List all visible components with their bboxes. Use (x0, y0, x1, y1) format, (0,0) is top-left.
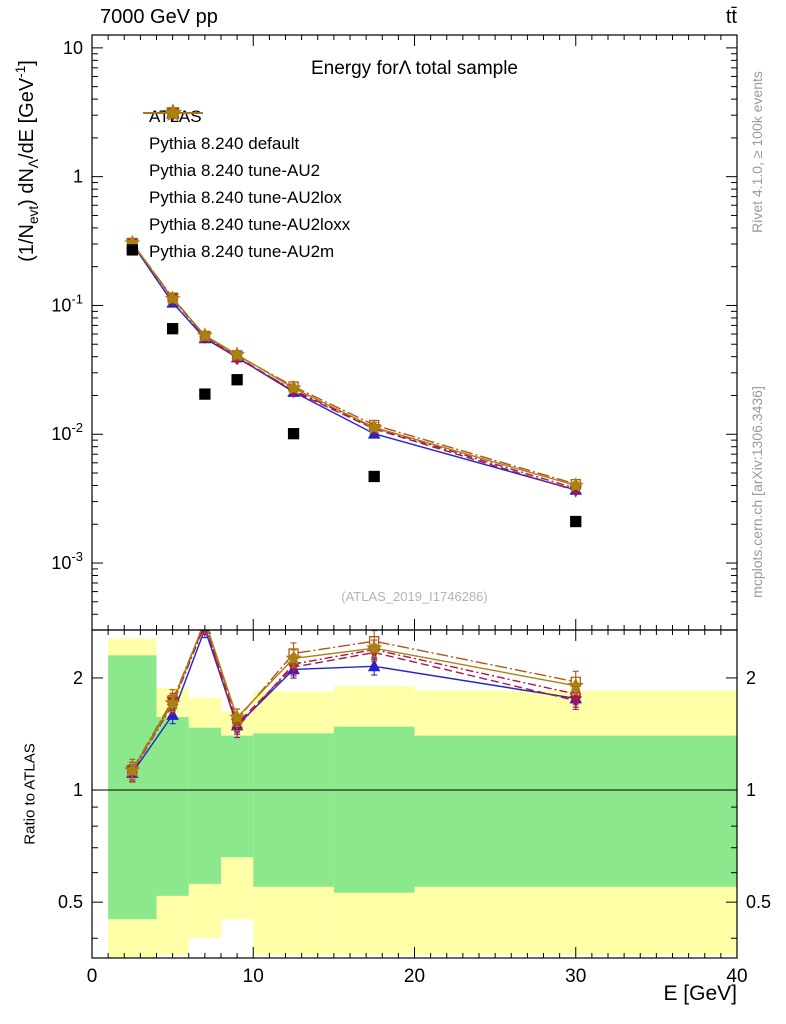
series-line-4 (131, 242, 576, 487)
series-line-1 (131, 242, 577, 492)
y-axis-label-sup: -1 (13, 65, 29, 78)
rivet-version-note: Rivet 4.1.0, ≥ 100k events (749, 71, 765, 233)
svg-text:40: 40 (726, 966, 747, 987)
beam-energy-label: 7000 GeV pp (100, 6, 218, 28)
uncertainty-bands (108, 638, 737, 958)
ratio-axis-label: Ratio to ATLAS (21, 743, 39, 845)
ratio-panel-series (124, 630, 584, 783)
svg-text:10-2: 10-2 (51, 420, 83, 444)
svg-text:10: 10 (63, 38, 83, 58)
svg-text:0.5: 0.5 (746, 892, 771, 912)
y-axis-label-sub: evt (25, 205, 41, 225)
analysis-id-watermark: (ATLAS_2019_I1746286) (341, 589, 488, 604)
legend-entry: Pythia 8.240 tune-AU2 (140, 107, 350, 184)
legend-label: Pythia 8.240 tune-AU2m (149, 241, 335, 261)
y-axis-label-sub: Λ (25, 158, 41, 169)
svg-text:10-3: 10-3 (51, 549, 83, 573)
legend-label: Pythia 8.240 tune-AU2lox (149, 187, 342, 207)
legend-label: Pythia 8.240 tune-AU2loxx (149, 214, 351, 234)
series-line-0 (131, 243, 576, 491)
y-axis-label-part: ] (15, 60, 38, 66)
process-label: tt̄ (725, 6, 737, 28)
legend-label: Pythia 8.240 tune-AU2 (149, 160, 321, 180)
svg-text:20: 20 (404, 966, 425, 987)
series-line-2 (131, 243, 577, 490)
svg-text:10-1: 10-1 (51, 291, 83, 315)
legend-entry: Pythia 8.240 default (140, 105, 350, 157)
series-line-3 (131, 242, 576, 485)
y-axis-label-part: (1/N (15, 224, 38, 262)
legend-entry: Pythia 8.240 tune-AU2loxx (140, 107, 351, 238)
axes-tick-labels: 0 10 20 30 40 10-3 10-2 10-1 1 10 0.5 0.5 1 1 2 2 (51, 38, 771, 987)
svg-text:0: 0 (87, 966, 98, 987)
svg-text:0.5: 0.5 (58, 892, 83, 912)
svg-text:1: 1 (73, 167, 83, 187)
main-panel-series (124, 234, 584, 528)
svg-text:30: 30 (565, 966, 586, 987)
plot-title: Energy forΛ total sample (310, 58, 518, 79)
svg-text:2: 2 (746, 668, 756, 688)
svg-text:2: 2 (73, 668, 83, 688)
svg-text:1: 1 (746, 780, 756, 800)
y-axis-label: (1/Nevt) dNΛ/dE [GeV-1] (13, 60, 41, 262)
svg-text:10: 10 (243, 966, 264, 987)
legend-swatch (143, 103, 203, 121)
legend-label: Pythia 8.240 default (149, 133, 300, 153)
legend-entry: Pythia 8.240 tune-AU2lox (140, 105, 350, 211)
y-axis-label-part: ) dN (15, 168, 38, 206)
y-axis-label-part: /dE [GeV (15, 77, 38, 159)
mcplots-reference-note: mcplots.cern.ch [arXiv:1306.3436] (749, 386, 765, 598)
svg-text:1: 1 (73, 780, 83, 800)
legend-entry: Pythia 8.240 tune-AU2m (140, 103, 350, 265)
x-axis-label: E [GeV] (663, 982, 737, 1005)
ratio-panel-frame (91, 629, 738, 959)
